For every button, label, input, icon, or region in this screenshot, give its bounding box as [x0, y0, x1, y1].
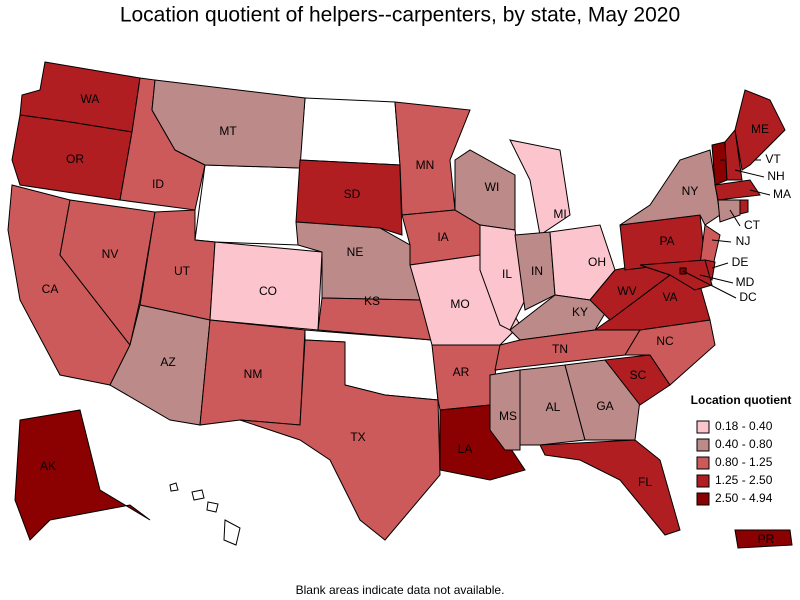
- state-unlabeled: [739, 199, 749, 215]
- state: [519, 364, 586, 446]
- state-blank: [169, 482, 179, 492]
- state: [295, 159, 403, 236]
- state-label: PA: [659, 234, 674, 248]
- state-label: OH: [588, 255, 606, 269]
- state-label: KY: [572, 305, 588, 319]
- legend-swatch: [696, 492, 710, 506]
- legend-swatch: [696, 474, 710, 488]
- state: [151, 79, 306, 169]
- state-label: WI: [485, 180, 500, 194]
- state-label: TX: [350, 430, 365, 444]
- legend-label: 0.40 - 0.80: [715, 437, 773, 451]
- state-label: CO: [259, 284, 277, 298]
- state-label: LA: [458, 442, 473, 456]
- state-blank: [194, 164, 301, 246]
- state-label: MT: [219, 124, 237, 138]
- state-label: VA: [662, 290, 677, 304]
- state-label: MD: [736, 275, 755, 289]
- state: [734, 89, 786, 171]
- state-label: NJ: [736, 234, 751, 248]
- leader-line: [734, 169, 765, 178]
- leader-line: [711, 239, 732, 243]
- state: [639, 259, 713, 291]
- legend-swatch: [696, 438, 710, 452]
- state: [711, 141, 728, 186]
- legend-title: Location quotient: [691, 393, 792, 407]
- state: [714, 179, 761, 201]
- state: [489, 369, 521, 451]
- legend-label: 0.18 - 0.40: [715, 419, 773, 433]
- state-blank: [299, 97, 401, 166]
- leader-line: [699, 274, 734, 284]
- state-label: AR: [453, 365, 470, 379]
- states: WA OR CA NV ID MT UT AZ CO NM SD NE KS TX MN IA MO AR LA WI…: [7, 61, 793, 549]
- legend-label: 2.50 - 4.94: [715, 491, 773, 505]
- state-label: OR: [66, 152, 84, 166]
- state-label: GA: [596, 399, 613, 413]
- state-label: AZ: [160, 355, 175, 369]
- legend-label: 0.80 - 1.25: [715, 455, 773, 469]
- state-label: IA: [437, 230, 448, 244]
- state: [734, 529, 793, 549]
- state-label: MA: [773, 187, 791, 201]
- state-label: MO: [450, 297, 469, 311]
- state-label: KS: [364, 294, 380, 308]
- leader-line: [711, 262, 729, 269]
- state-label: ME: [751, 122, 769, 136]
- state-label: NM: [244, 367, 263, 381]
- state-label: FL: [638, 475, 652, 489]
- state-label: NH: [767, 169, 784, 183]
- state-label: MS: [499, 409, 517, 423]
- state-label: NC: [656, 334, 674, 348]
- state-label: NY: [682, 184, 699, 198]
- state-label: WV: [617, 284, 636, 298]
- state-label: SC: [630, 368, 647, 382]
- state-label: CT: [744, 218, 761, 232]
- legend-label: 1.25 - 2.50: [715, 473, 773, 487]
- legend-swatch: [696, 456, 710, 470]
- state-label: ID: [152, 177, 164, 191]
- state-label: IN: [531, 264, 543, 278]
- state-label: NV: [102, 247, 119, 261]
- map-title: Location quotient of helpers--carpenters…: [120, 4, 680, 27]
- state: [619, 149, 721, 226]
- state-label: CA: [42, 282, 59, 296]
- state: [539, 439, 681, 536]
- state-label: VT: [765, 152, 781, 166]
- state-label: NE: [347, 245, 364, 259]
- state-label: UT: [174, 264, 191, 278]
- legend-swatch: [696, 420, 710, 434]
- legend: Location quotient 0.18 - 0.40 0.40 - 0.80…: [691, 393, 792, 506]
- state: [59, 199, 156, 347]
- state-blank: [206, 501, 219, 513]
- state: [239, 339, 441, 541]
- state-label: SD: [344, 187, 361, 201]
- state-label: MI: [553, 207, 566, 221]
- state-label: DC: [739, 290, 757, 304]
- state-label: IL: [502, 267, 512, 281]
- leader-line: [729, 209, 741, 227]
- state-blank: [191, 489, 205, 501]
- state-label: PR: [758, 532, 775, 546]
- state: [509, 139, 571, 236]
- leader-line: [749, 189, 771, 196]
- leader-line: [682, 270, 737, 299]
- state-label: MN: [416, 158, 435, 172]
- state: [14, 409, 151, 541]
- state-label: TN: [552, 342, 568, 356]
- state-label: AK: [40, 459, 56, 473]
- state-label: DE: [732, 255, 749, 269]
- state: [724, 128, 743, 181]
- state-blank: [223, 519, 241, 546]
- footnote: Blank areas indicate data not available.: [296, 583, 505, 597]
- state: [717, 199, 741, 223]
- state-label: AL: [546, 400, 561, 414]
- state-label: WA: [81, 92, 100, 106]
